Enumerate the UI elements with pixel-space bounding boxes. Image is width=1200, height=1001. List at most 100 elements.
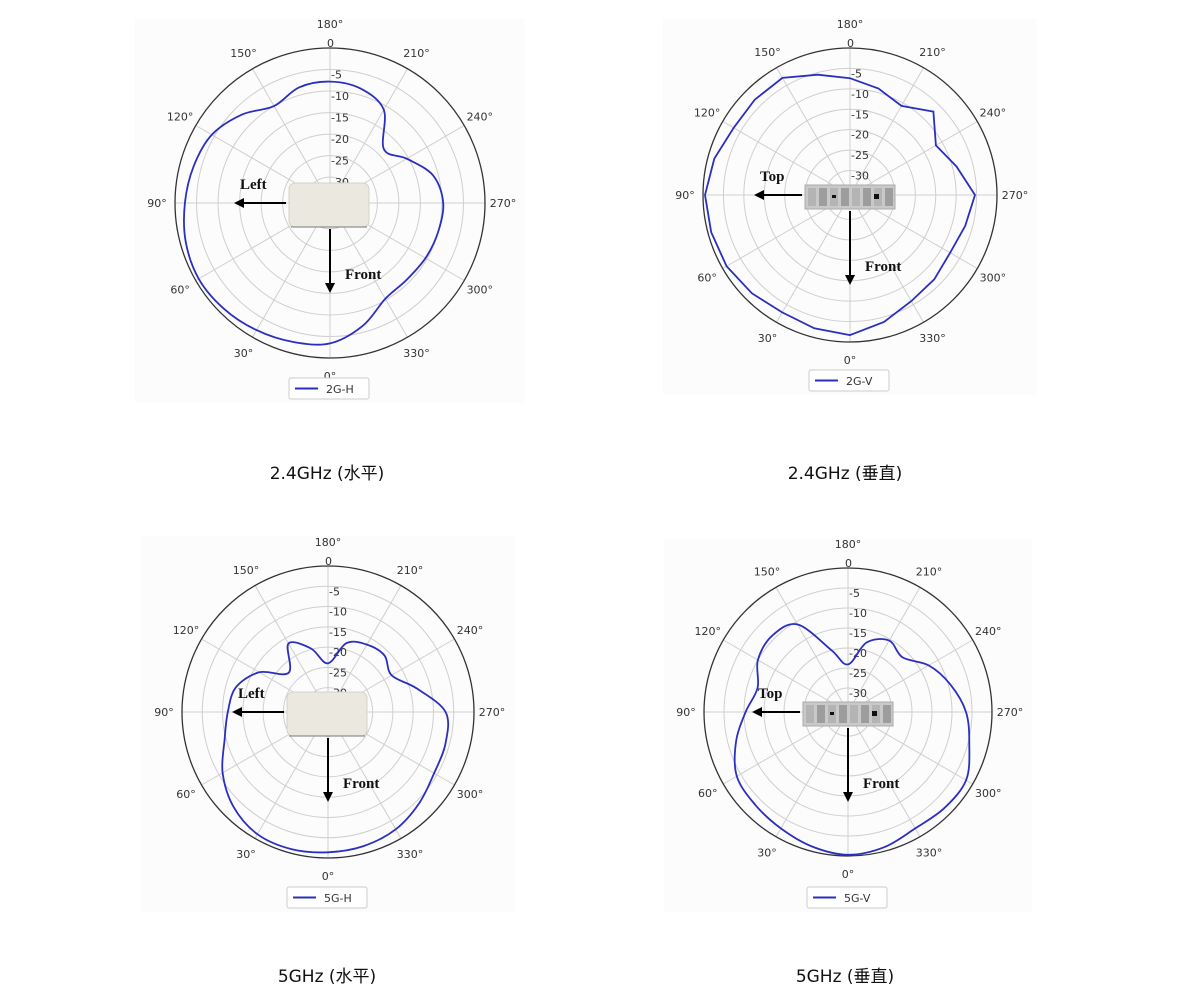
radial-tick-label: -20 — [331, 133, 349, 146]
pattern-curve — [704, 73, 976, 337]
arrow-head-left-icon — [754, 190, 764, 200]
device-image — [288, 182, 370, 228]
radial-tick-label: -25 — [329, 666, 347, 679]
radial-tick-label: -5 — [331, 69, 342, 82]
radial-tick-label: -25 — [849, 667, 867, 680]
device-port — [819, 188, 827, 206]
arrow-head-left-icon — [234, 198, 244, 208]
angle-tick-label: 330° — [397, 848, 424, 861]
angle-tick-label: 180° — [837, 18, 864, 31]
angle-tick-label: 210° — [403, 47, 430, 60]
angle-tick-label: 30° — [236, 848, 256, 861]
angle-tick-label: 150° — [233, 564, 260, 577]
radial-tick-label: -15 — [329, 626, 347, 639]
angle-tick-label: 270° — [997, 706, 1024, 719]
caption-2g-horizontal: 2.4GHz (水平) — [269, 464, 385, 484]
outer-circle — [702, 47, 998, 343]
angle-tick-label: 90° — [147, 197, 167, 210]
angle-tick-label: 240° — [980, 107, 1007, 120]
angle-tick-label: 60° — [698, 787, 718, 800]
angle-tick-label: 30° — [757, 846, 777, 859]
legend: 5G-V — [806, 886, 888, 909]
device-image — [286, 691, 368, 737]
angle-tick-label: 30° — [234, 347, 254, 360]
legend-label: 2G-H — [326, 383, 354, 396]
grid-spoke — [723, 639, 849, 713]
angle-tick-label: 330° — [916, 846, 943, 859]
radial-tick-label: -5 — [849, 587, 860, 600]
angle-tick-label: 330° — [919, 332, 946, 345]
front-label: Front — [863, 776, 899, 792]
radial-tick-label: -20 — [851, 129, 869, 142]
radial-tick-label: -15 — [849, 627, 867, 640]
device-port — [817, 705, 825, 723]
angle-tick-label: 0° — [322, 870, 335, 883]
device-led — [872, 711, 877, 716]
angle-tick-label: 90° — [676, 706, 696, 719]
radial-tick-label: -10 — [849, 607, 867, 620]
outer-circle — [174, 47, 486, 359]
grid-spoke — [847, 587, 921, 713]
device-port — [808, 188, 816, 206]
front-label: Front — [865, 259, 901, 275]
radial-tick-label: -30 — [849, 687, 867, 700]
angle-tick-label: 270° — [479, 706, 506, 719]
grid-spoke — [849, 67, 924, 196]
device-led — [832, 195, 836, 198]
grid-spoke — [775, 587, 849, 713]
device-port — [850, 705, 858, 723]
side-label: Left — [238, 686, 265, 702]
angle-tick-label: 210° — [919, 46, 946, 59]
radial-tick-label: -10 — [331, 90, 349, 103]
angle-tick-label: 90° — [154, 706, 174, 719]
radial-tick-label: -15 — [331, 112, 349, 125]
angle-tick-label: 330° — [403, 347, 430, 360]
grid-spoke — [327, 585, 402, 713]
arrow-head-left-icon — [232, 707, 242, 717]
side-label: Top — [758, 686, 782, 702]
angle-tick-label: 150° — [230, 47, 257, 60]
radial-tick-label: -15 — [851, 108, 869, 121]
front-label: Front — [343, 776, 379, 792]
radial-tick-label: -5 — [851, 67, 862, 80]
grid-spoke — [849, 121, 978, 196]
radial-tick-label: -30 — [851, 170, 869, 183]
angle-tick-label: 60° — [170, 284, 190, 297]
device-port — [806, 705, 814, 723]
angle-tick-label: 300° — [457, 788, 484, 801]
angle-tick-label: 150° — [754, 566, 781, 579]
grid-spoke — [776, 67, 851, 196]
pattern-curve — [183, 80, 445, 346]
radial-tick-label: -25 — [851, 149, 869, 162]
angle-tick-label: 0° — [844, 354, 857, 367]
grid-spoke — [252, 68, 331, 204]
radial-tick-label: 0 — [325, 555, 332, 568]
angle-tick-label: 240° — [975, 625, 1002, 638]
arrow-head-down-icon — [325, 283, 335, 293]
polar-chart: 0°30°60°90°120°150°180°210°240°270°300°3… — [664, 538, 1032, 912]
angle-tick-label: 240° — [457, 624, 484, 637]
outer-circle — [703, 567, 993, 857]
caption-2g-vertical: 2.4GHz (垂直) — [787, 464, 903, 484]
radial-tick-label: -25 — [331, 155, 349, 168]
radial-tick-label: 0 — [845, 557, 852, 570]
device-port — [861, 705, 869, 723]
angle-tick-label: 180° — [835, 538, 862, 551]
device-port — [841, 188, 849, 206]
angle-tick-label: 180° — [315, 536, 342, 549]
caption-5g-vertical: 5GHz (垂直) — [795, 967, 895, 987]
polar-chart: 0°30°60°90°120°150°180°210°240°270°300°3… — [135, 18, 525, 403]
angle-tick-label: 90° — [675, 189, 695, 202]
angle-tick-label: 0° — [842, 868, 855, 881]
grid-spoke — [776, 194, 851, 323]
angle-tick-label: 270° — [1002, 189, 1029, 202]
grid-spoke — [775, 711, 849, 837]
legend: 5G-H — [286, 886, 368, 909]
device-port — [885, 188, 893, 206]
pattern-curve — [733, 623, 971, 856]
grid-spoke — [722, 121, 851, 196]
angle-tick-label: 300° — [980, 272, 1007, 285]
angle-tick-label: 60° — [176, 788, 196, 801]
polar-chart: 0°30°60°90°120°150°180°210°240°270°300°3… — [663, 18, 1037, 395]
outer-circle — [181, 565, 475, 859]
